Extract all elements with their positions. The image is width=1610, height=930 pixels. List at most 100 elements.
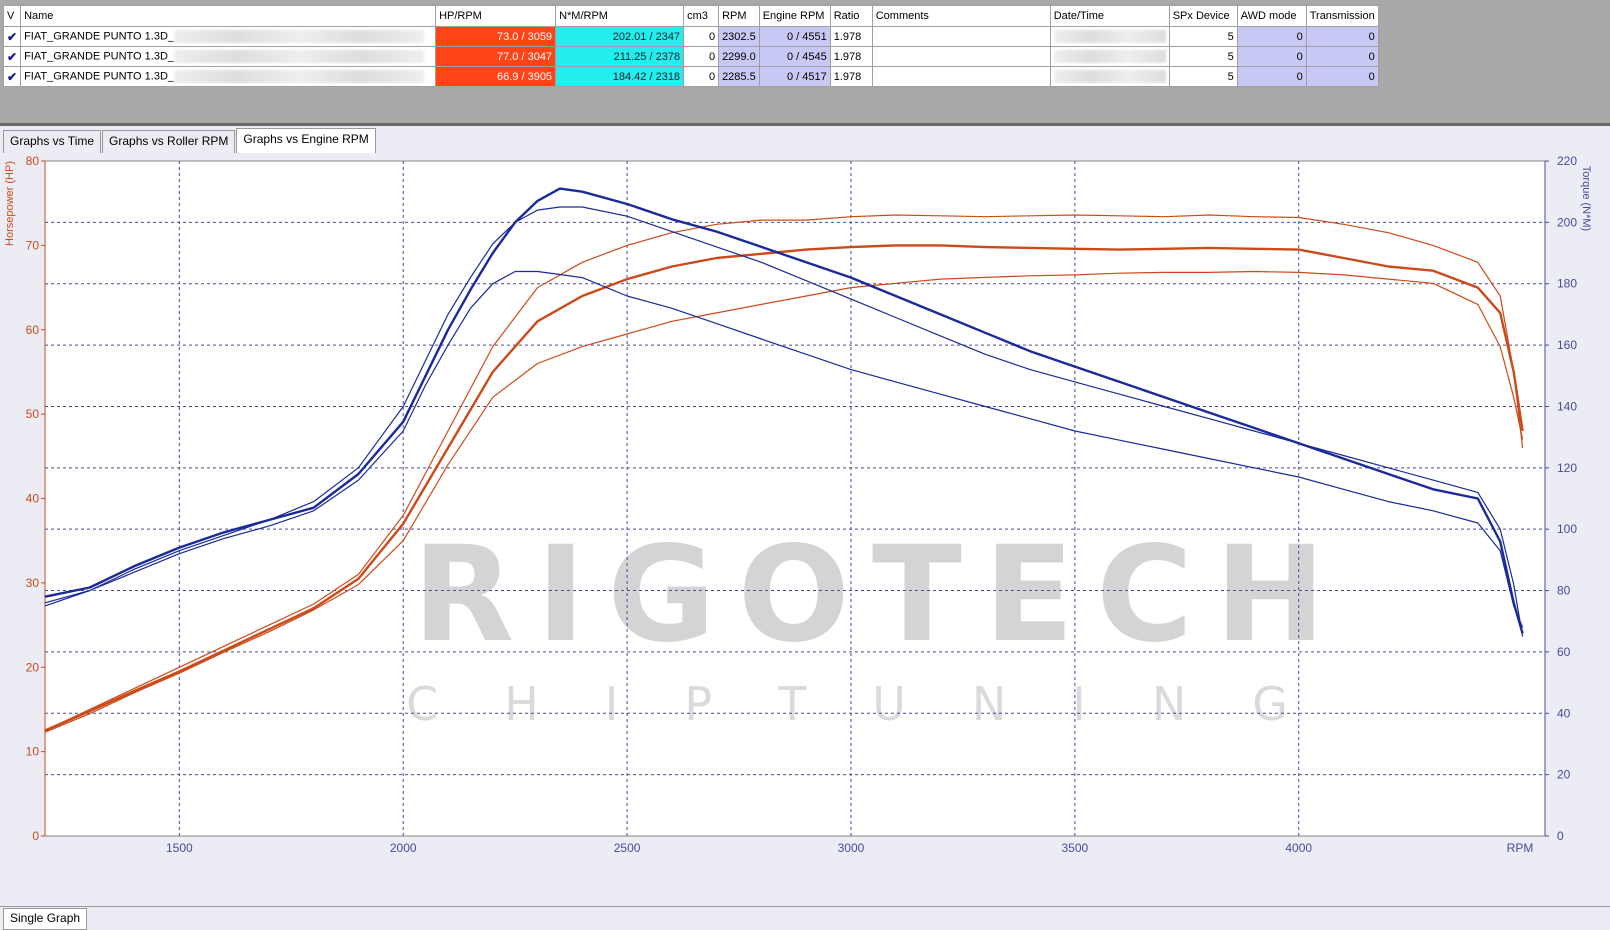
cell-awd: 0: [1236, 46, 1307, 67]
y-tick-label: 10: [26, 745, 40, 759]
x-tick-label: 2000: [390, 841, 417, 855]
cell-trans: 0: [1305, 66, 1379, 87]
row-checkbox[interactable]: ✔: [2, 26, 22, 47]
redacted-date: [1053, 70, 1166, 83]
col-header-hp[interactable]: HP/RPM: [435, 5, 557, 27]
y2-tick-label: 0: [1557, 829, 1564, 843]
tab-graphs-vs-roller-rpm[interactable]: Graphs vs Roller RPM: [102, 130, 236, 153]
cell-spx: 5: [1168, 46, 1238, 67]
table-row[interactable]: ✔ FIAT_GRANDE PUNTO 1.3D_ 66.9 / 3905 18…: [2, 66, 1379, 87]
hp-curve-1: [44, 214, 1524, 732]
redacted-text: [174, 50, 425, 63]
cell-cm3: 0: [683, 46, 720, 67]
col-header-rpm[interactable]: RPM: [718, 5, 760, 27]
y-tick-label: 60: [26, 323, 40, 337]
tab-graphs-vs-time[interactable]: Graphs vs Time: [3, 130, 102, 153]
cell-nm: 202.01 / 2347: [555, 26, 685, 47]
torque-curve-1: [44, 206, 1524, 637]
cell-comments: [871, 46, 1051, 67]
cell-hp: 73.0 / 3059: [435, 26, 557, 47]
cell-datetime: [1049, 46, 1170, 67]
y-tick-label: 0: [32, 829, 39, 843]
col-header-trans[interactable]: Transmission: [1305, 5, 1379, 27]
cell-spx: 5: [1168, 26, 1238, 47]
cell-rpm: 2299.0: [718, 46, 760, 67]
y2-tick-label: 140: [1557, 399, 1577, 413]
graph-tabs: Graphs vs Time Graphs vs Roller RPM Grap…: [3, 128, 377, 153]
run-name: FIAT_GRANDE PUNTO 1.3D_: [24, 70, 175, 83]
cell-cm3: 0: [683, 26, 720, 47]
cell-ratio: 1.978: [829, 66, 873, 87]
col-header-spx[interactable]: SPx Device: [1168, 5, 1238, 27]
col-header-name[interactable]: Name: [20, 5, 437, 27]
run-name: FIAT_GRANDE PUNTO 1.3D_: [24, 30, 175, 43]
col-header-comments[interactable]: Comments: [871, 5, 1051, 27]
col-header-datetime[interactable]: Date/Time: [1049, 5, 1170, 27]
cell-spx: 5: [1168, 66, 1238, 87]
row-checkbox[interactable]: ✔: [2, 66, 22, 87]
tab-graphs-vs-engine-rpm[interactable]: Graphs vs Engine RPM: [236, 128, 376, 153]
cell-ratio: 1.978: [829, 26, 873, 47]
cell-engine-rpm: 0 / 4517: [758, 66, 831, 87]
cell-datetime: [1049, 26, 1170, 47]
redacted-date: [1053, 50, 1166, 63]
cell-awd: 0: [1236, 66, 1307, 87]
x-tick-label: 4000: [1285, 841, 1312, 855]
cell-ratio: 1.978: [829, 46, 873, 67]
cell-engine-rpm: 0 / 4545: [758, 46, 831, 67]
torque-curve-2: [44, 187, 1524, 634]
col-header-engine-rpm[interactable]: Engine RPM: [758, 5, 831, 27]
cell-cm3: 0: [683, 66, 720, 87]
cell-name: FIAT_GRANDE PUNTO 1.3D_: [20, 66, 437, 87]
cell-hp: 77.0 / 3047: [435, 46, 557, 67]
cell-comments: [871, 66, 1051, 87]
y-tick-label: 80: [26, 155, 40, 168]
cell-rpm: 2302.5: [718, 26, 760, 47]
table-row[interactable]: ✔ FIAT_GRANDE PUNTO 1.3D_ 73.0 / 3059 20…: [2, 26, 1379, 47]
y2-axis-label: Torque (N*M): [1580, 166, 1592, 231]
results-table: V Name HP/RPM N*M/RPM cm3 RPM Engine RPM…: [2, 5, 1379, 87]
plot-area: [44, 160, 1546, 837]
y-tick-label: 30: [26, 576, 40, 590]
splitter-bar[interactable]: [0, 123, 1610, 126]
bottom-divider: [0, 906, 1610, 907]
table-header-row: V Name HP/RPM N*M/RPM cm3 RPM Engine RPM…: [2, 5, 1379, 27]
cell-engine-rpm: 0 / 4551: [758, 26, 831, 47]
x-axis-label: RPM: [1507, 841, 1534, 855]
tab-single-graph[interactable]: Single Graph: [3, 908, 88, 930]
check-icon: ✔: [7, 49, 18, 64]
check-icon: ✔: [7, 69, 18, 84]
redacted-date: [1053, 30, 1166, 43]
col-header-ratio[interactable]: Ratio: [829, 5, 873, 27]
y2-tick-label: 220: [1557, 155, 1577, 168]
table-row[interactable]: ✔ FIAT_GRANDE PUNTO 1.3D_ 77.0 / 3047 21…: [2, 46, 1379, 67]
x-tick-label: 1500: [166, 841, 193, 855]
y-tick-label: 50: [26, 407, 40, 421]
cell-awd: 0: [1236, 26, 1307, 47]
hp-curve-2: [44, 244, 1524, 732]
cell-comments: [871, 26, 1051, 47]
col-header-nm[interactable]: N*M/RPM: [555, 5, 685, 27]
check-icon: ✔: [7, 29, 18, 44]
cell-datetime: [1049, 66, 1170, 87]
x-tick-label: 3500: [1061, 841, 1088, 855]
x-tick-label: 2500: [614, 841, 641, 855]
row-checkbox[interactable]: ✔: [2, 46, 22, 67]
watermark-subtitle: CHIPTUNING: [406, 677, 1354, 731]
y2-tick-label: 100: [1557, 522, 1577, 536]
y2-tick-label: 180: [1557, 277, 1577, 291]
y2-tick-label: 40: [1557, 706, 1571, 720]
col-header-awd[interactable]: AWD mode: [1236, 5, 1307, 27]
y-tick-label: 70: [26, 238, 40, 252]
run-name: FIAT_GRANDE PUNTO 1.3D_: [24, 50, 175, 63]
torque-curve-3: [44, 270, 1524, 628]
col-header-v[interactable]: V: [2, 5, 22, 27]
y-tick-label: 20: [26, 660, 40, 674]
redacted-text: [174, 30, 425, 43]
y-tick-label: 40: [26, 492, 40, 506]
y2-tick-label: 80: [1557, 584, 1571, 598]
cell-rpm: 2285.5: [718, 66, 760, 87]
col-header-cm3[interactable]: cm3: [683, 5, 720, 27]
y2-tick-label: 200: [1557, 215, 1577, 229]
